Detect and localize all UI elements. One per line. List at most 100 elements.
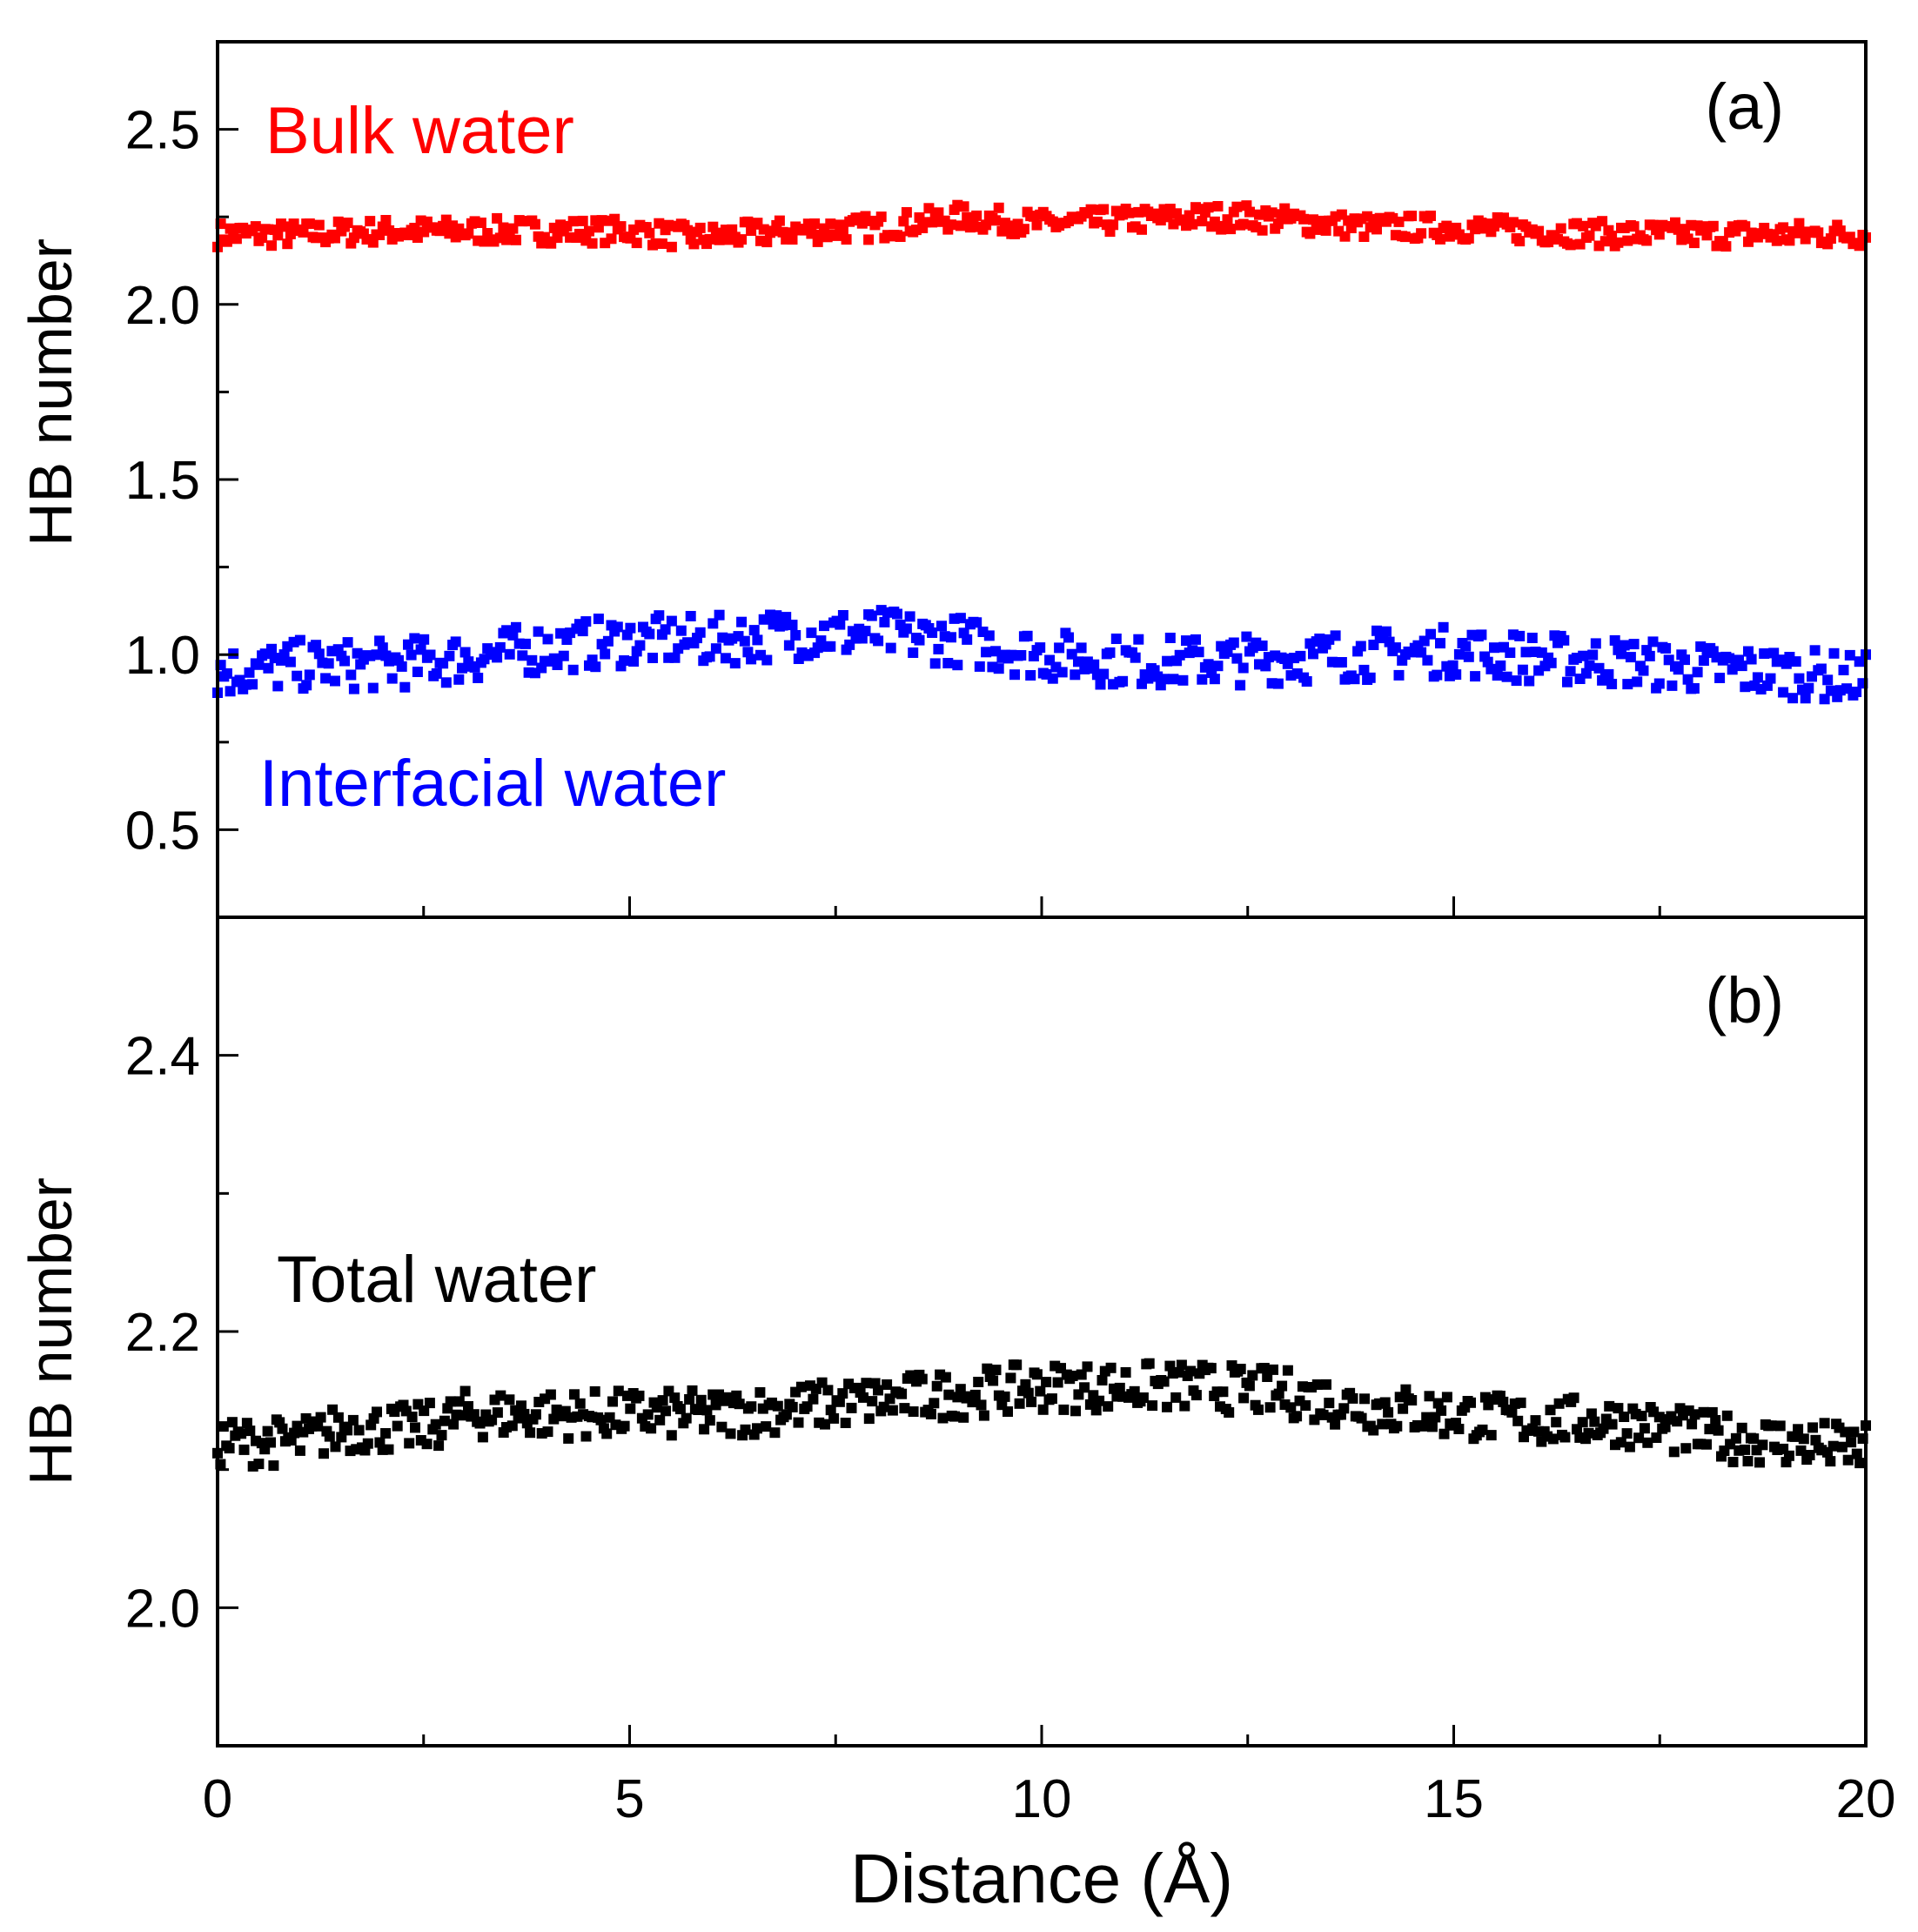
data-point xyxy=(1606,679,1618,689)
data-point xyxy=(1114,1382,1125,1393)
data-point xyxy=(978,1410,989,1421)
data-point xyxy=(319,1448,329,1459)
data-point xyxy=(1339,231,1351,242)
data-point xyxy=(1460,641,1472,652)
data-point xyxy=(1686,219,1697,231)
data-point xyxy=(1209,674,1220,685)
data-point xyxy=(519,1408,530,1419)
data-point xyxy=(1545,1405,1556,1416)
data-point xyxy=(1143,1358,1155,1369)
data-point xyxy=(1622,235,1633,246)
data-point xyxy=(1720,241,1732,252)
data-point xyxy=(475,218,486,228)
data-point xyxy=(846,1402,857,1413)
data-point xyxy=(324,1431,335,1442)
data-point xyxy=(1688,238,1700,249)
data-point xyxy=(1235,1364,1246,1375)
data-point xyxy=(1553,1398,1565,1409)
data-point xyxy=(577,626,588,637)
data-point xyxy=(892,608,902,620)
data-point xyxy=(1421,1412,1432,1423)
data-point xyxy=(646,1423,657,1434)
data-point xyxy=(1825,1456,1836,1467)
data-point xyxy=(777,620,788,631)
data-point xyxy=(342,637,353,648)
x-tick-label: 10 xyxy=(1012,1769,1072,1829)
data-point xyxy=(1498,1396,1509,1407)
data-point xyxy=(704,651,715,662)
data-point xyxy=(511,621,521,633)
data-point xyxy=(1031,1369,1043,1380)
data-point xyxy=(1212,661,1224,672)
data-point xyxy=(634,1390,645,1401)
data-point xyxy=(1253,1404,1264,1415)
data-point xyxy=(1489,642,1499,654)
data-point xyxy=(439,1415,450,1426)
data-point xyxy=(1268,1364,1278,1375)
data-point xyxy=(253,659,265,670)
data-point xyxy=(841,234,852,245)
data-point xyxy=(647,653,658,663)
data-point xyxy=(580,1431,592,1442)
data-point xyxy=(1819,694,1830,705)
data-point xyxy=(1748,1433,1760,1445)
data-point xyxy=(914,634,925,646)
data-point xyxy=(266,240,277,252)
x-tick-label: 5 xyxy=(614,1769,644,1829)
data-point xyxy=(1418,1420,1429,1432)
data-point xyxy=(1514,630,1526,641)
panel-b-x-ticks: 0 5 10 15 20 xyxy=(203,1725,1896,1829)
data-point xyxy=(1308,214,1318,225)
data-point xyxy=(294,1445,305,1456)
data-point xyxy=(504,1394,515,1405)
data-point xyxy=(1778,687,1789,698)
data-point xyxy=(901,623,912,634)
data-point xyxy=(752,1423,762,1434)
panel-b-frame xyxy=(216,916,1868,1748)
data-point xyxy=(1526,633,1538,643)
data-point xyxy=(1320,225,1331,236)
data-point xyxy=(740,1424,751,1435)
data-point xyxy=(477,1432,488,1443)
data-point xyxy=(808,1393,819,1405)
data-point xyxy=(542,634,553,645)
data-point xyxy=(1644,650,1655,661)
data-point xyxy=(983,630,995,641)
data-point xyxy=(410,1422,420,1433)
data-point xyxy=(1819,1418,1830,1429)
data-point xyxy=(1754,1457,1765,1468)
data-point xyxy=(1212,201,1224,211)
data-point xyxy=(425,649,436,661)
data-point xyxy=(793,1417,804,1428)
panel-a-label: (a) xyxy=(1706,70,1784,143)
data-point xyxy=(701,1405,713,1416)
data-point xyxy=(262,1426,273,1437)
data-point xyxy=(463,1401,473,1412)
data-point xyxy=(1668,1446,1680,1458)
data-point xyxy=(1559,634,1570,646)
data-point xyxy=(473,673,484,683)
data-point xyxy=(231,233,242,245)
data-point xyxy=(380,1428,392,1439)
data-point xyxy=(714,609,725,621)
data-point xyxy=(580,616,592,627)
data-point xyxy=(699,1424,710,1435)
data-point xyxy=(1840,1426,1851,1438)
data-point xyxy=(1828,647,1840,659)
data-point xyxy=(1632,676,1643,688)
data-point xyxy=(365,216,376,227)
data-point xyxy=(1476,629,1487,641)
y-tick-label: 2.5 xyxy=(125,101,200,161)
data-point xyxy=(1368,640,1379,650)
series-interfacial-water xyxy=(212,605,1871,705)
data-point xyxy=(511,234,521,245)
data-point xyxy=(708,618,719,629)
data-point xyxy=(529,218,540,230)
data-point xyxy=(1406,211,1418,222)
data-point xyxy=(1058,1404,1070,1415)
data-point xyxy=(1095,679,1106,690)
data-point xyxy=(693,1405,704,1415)
data-point xyxy=(1514,236,1526,247)
x-tick-label: 20 xyxy=(1836,1769,1896,1829)
data-point xyxy=(949,1411,960,1422)
